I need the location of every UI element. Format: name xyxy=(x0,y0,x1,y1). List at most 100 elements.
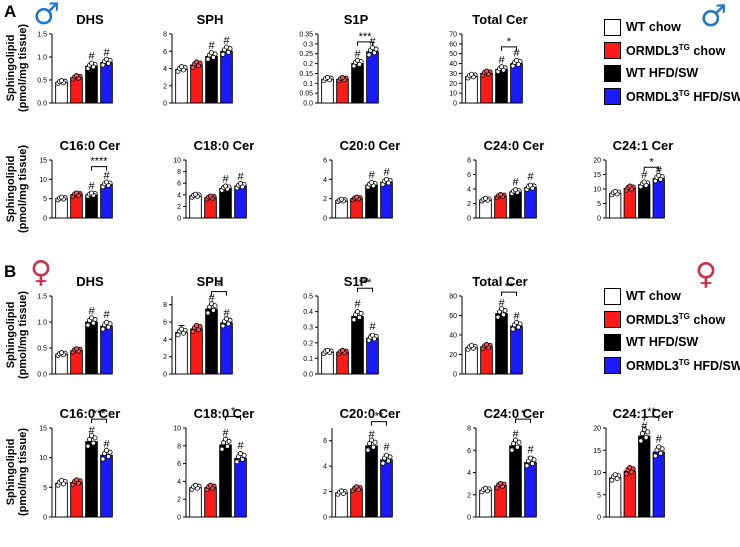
data-point xyxy=(483,68,489,74)
y-tick-label: 4 xyxy=(177,192,181,199)
data-point xyxy=(338,488,344,494)
y-tick-label: 15 xyxy=(593,172,601,179)
data-point xyxy=(500,312,506,318)
y-tick-label: 1.0 xyxy=(37,55,47,62)
chart-title: SPH xyxy=(197,274,224,289)
data-point xyxy=(224,443,230,449)
bar xyxy=(100,184,113,219)
bar xyxy=(365,445,378,518)
data-point xyxy=(339,347,345,353)
data-point xyxy=(383,452,389,458)
y-axis-label-line2: (pmol/mg tissue) xyxy=(17,145,29,233)
data-point xyxy=(513,187,519,193)
bar xyxy=(100,454,113,518)
data-point xyxy=(205,56,211,62)
data-point xyxy=(104,319,110,325)
bracket-label: *** xyxy=(93,408,107,420)
data-point xyxy=(351,317,357,323)
y-axis-label-line1: Sphingolipid xyxy=(5,156,17,223)
chart-title: S1P xyxy=(344,274,369,289)
chart-title: C16:0 Cer xyxy=(60,406,121,421)
y-tick-label: 8 xyxy=(467,158,471,165)
data-point xyxy=(468,71,474,77)
significance-mark: # xyxy=(641,169,648,181)
data-point xyxy=(190,329,196,335)
data-point xyxy=(100,456,106,462)
bar xyxy=(70,482,83,518)
y-tick-label: 10 xyxy=(39,177,47,184)
y-axis-label: Sphingolipid (pmol/mg tissue) xyxy=(5,145,29,233)
bracket-label: * xyxy=(649,156,654,168)
data-point xyxy=(370,444,376,450)
bar xyxy=(351,63,364,104)
bracket-label: **** xyxy=(90,156,108,168)
significance-mark: # xyxy=(88,50,95,62)
bar xyxy=(175,331,188,375)
data-point xyxy=(528,455,534,461)
bar xyxy=(190,64,203,104)
legend-label: ORMDL3TG chow xyxy=(626,312,726,328)
data-point xyxy=(627,464,633,470)
data-point xyxy=(59,477,65,483)
chart-title: C18:0 Cer xyxy=(194,406,255,421)
significance-mark: # xyxy=(656,434,663,446)
data-point xyxy=(207,482,213,488)
chart-title: C20:0 Cer xyxy=(340,406,401,421)
data-point xyxy=(495,314,501,320)
chart-title: Total Cer xyxy=(472,12,527,27)
y-tick-label: 10 xyxy=(593,187,601,194)
bracket-label: ** xyxy=(647,406,656,418)
y-tick-label: 15 xyxy=(39,426,47,433)
y-tick-label: 5 xyxy=(597,492,601,499)
bar xyxy=(365,184,378,219)
y-tick-label: 0.0 xyxy=(303,101,313,108)
data-point xyxy=(338,196,344,202)
data-point xyxy=(208,50,214,56)
data-point xyxy=(353,484,359,490)
y-tick-label: 10 xyxy=(39,455,47,462)
male-symbol-icon: ♂ xyxy=(33,0,60,32)
y-tick-label: 0 xyxy=(453,372,457,379)
data-point xyxy=(180,330,186,336)
data-point xyxy=(104,447,110,453)
data-point xyxy=(356,61,362,67)
bar xyxy=(205,308,218,375)
y-tick-label: 2 xyxy=(163,354,167,361)
y-tick-label: 0 xyxy=(43,216,47,223)
data-point xyxy=(385,458,391,464)
significance-mark: # xyxy=(383,166,390,178)
bar xyxy=(366,51,379,104)
data-point xyxy=(658,176,664,182)
y-tick-label: 2 xyxy=(323,196,327,203)
legend-swatch xyxy=(604,88,621,105)
bar xyxy=(366,337,379,375)
bar xyxy=(494,485,507,518)
significance-mark: # xyxy=(88,425,95,437)
bar xyxy=(638,184,651,219)
bracket-label: * xyxy=(507,36,512,48)
bar xyxy=(509,445,522,518)
data-point xyxy=(514,444,520,450)
data-point xyxy=(371,50,377,56)
significance-mark: # xyxy=(103,47,110,59)
bar xyxy=(380,181,393,219)
significance-bracket xyxy=(211,291,227,296)
significance-bracket xyxy=(501,291,517,297)
data-point xyxy=(629,469,635,475)
data-point xyxy=(372,439,378,445)
data-point xyxy=(516,439,522,445)
y-tick-label: 0 xyxy=(163,372,167,379)
y-tick-label: 6 xyxy=(177,181,181,188)
bar xyxy=(609,477,622,518)
data-point xyxy=(223,316,229,322)
data-point xyxy=(353,194,359,200)
bar xyxy=(204,487,217,518)
bar xyxy=(623,470,636,518)
y-tick-label: 5 xyxy=(43,485,47,492)
significance-mark: # xyxy=(354,299,361,311)
significance-mark: # xyxy=(354,49,361,61)
bar xyxy=(189,487,202,518)
y-tick-label: 0.2 xyxy=(303,340,313,347)
bar xyxy=(219,187,232,219)
y-tick-label: 4 xyxy=(163,337,167,344)
